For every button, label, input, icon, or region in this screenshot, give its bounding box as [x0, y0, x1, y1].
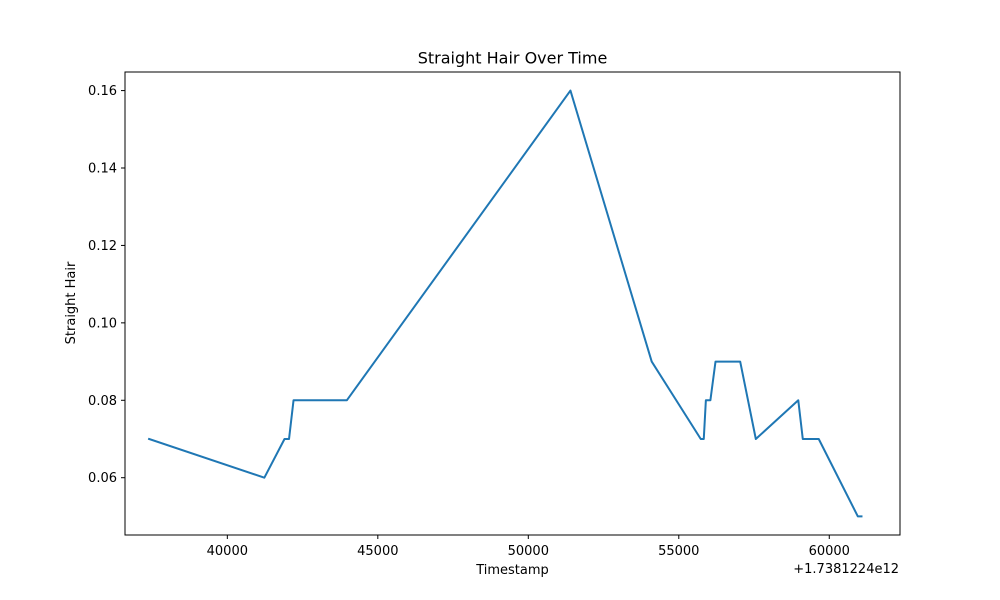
y-tick-label: 0.10 [88, 316, 117, 331]
plot-frame [124, 71, 901, 536]
series-line [147, 89, 863, 518]
y-tick-label: 0.12 [88, 239, 117, 254]
chart-title: Straight Hair Over Time [418, 49, 608, 68]
x-tick-label: 40000 [207, 544, 248, 559]
y-tick-label: 0.14 [88, 162, 117, 177]
y-axis-label: Straight Hair [64, 261, 79, 344]
x-axis-label: Timestamp [475, 563, 549, 578]
plot-area [124, 71, 901, 536]
x-tick-label: 45000 [357, 544, 398, 559]
y-tick-label: 0.16 [88, 84, 117, 99]
x-tick-label: 50000 [508, 544, 549, 559]
y-tick-label: 0.08 [88, 394, 117, 409]
x-axis-offset-label: +1.7381224e12 [793, 562, 899, 577]
x-axis-ticks: 40000 45000 50000 55000 60000 [207, 535, 850, 559]
x-tick-label: 60000 [809, 544, 850, 559]
x-tick-label: 55000 [658, 544, 699, 559]
y-tick-label: 0.06 [88, 471, 117, 486]
y-axis-ticks: 0.06 0.08 0.10 0.12 0.14 0.16 [88, 84, 125, 486]
